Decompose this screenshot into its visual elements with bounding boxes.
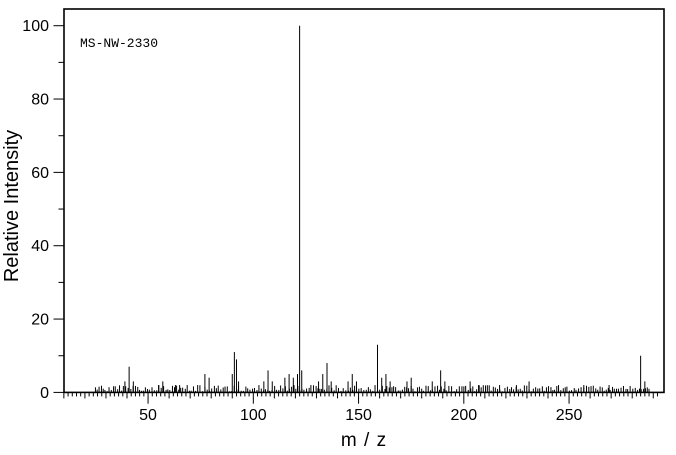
svg-text:150: 150 [345,407,372,424]
svg-text:80: 80 [31,92,49,109]
svg-text:200: 200 [450,407,477,424]
svg-text:0: 0 [40,385,49,402]
svg-text:50: 50 [139,407,157,424]
svg-text:40: 40 [31,238,49,255]
svg-text:m / z: m / z [341,430,387,451]
svg-text:250: 250 [556,407,583,424]
svg-text:Relative Intensity: Relative Intensity [1,130,23,282]
svg-text:100: 100 [22,18,49,35]
svg-text:20: 20 [31,312,49,329]
svg-text:MS-NW-2330: MS-NW-2330 [80,36,158,51]
svg-text:60: 60 [31,165,49,182]
svg-text:100: 100 [240,407,267,424]
